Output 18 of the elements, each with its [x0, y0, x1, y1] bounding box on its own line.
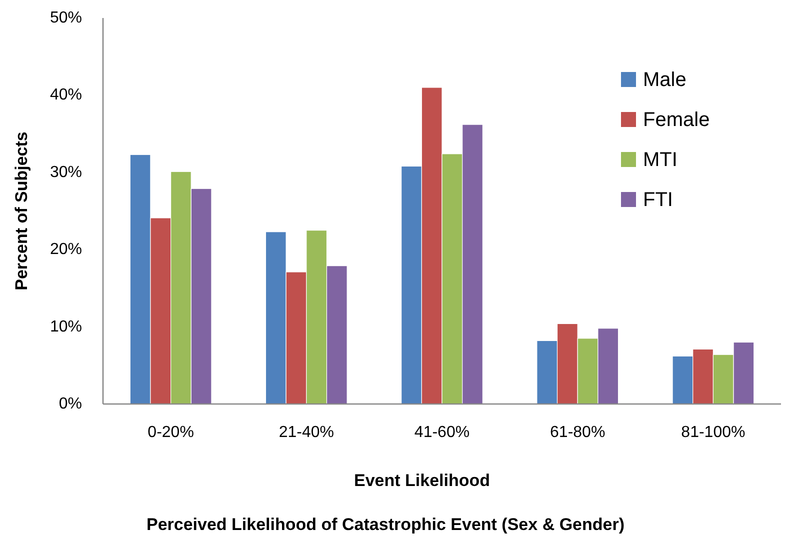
y-tick-label: 20% [50, 241, 82, 258]
y-tick-label: 40% [50, 86, 82, 104]
y-tick-label: 50% [50, 10, 82, 26]
x-tick-label: 21-40% [278, 424, 334, 441]
legend-label: FTI [643, 189, 673, 211]
legend-label: Female [643, 109, 710, 131]
y-tick-label: 30% [50, 164, 82, 181]
x-tick-label: 0-20% [148, 424, 194, 441]
x-axis-title: Event Likelihood [354, 471, 490, 490]
y-tick-label: 10% [50, 318, 82, 336]
x-tick-label: 61-80% [550, 424, 606, 441]
y-tick-label: 0% [58, 396, 82, 412]
text: Perceived Likelihood of Catastrophic Event (Sex & Gender) [146, 515, 625, 534]
x-tick-label: 81-100% [681, 424, 746, 441]
legend-label: MTI [643, 149, 678, 171]
x-tick-label: 41-60% [414, 424, 470, 441]
y-axis-title: Percent of Subjects [12, 132, 31, 290]
legend-label: Male [643, 69, 686, 91]
